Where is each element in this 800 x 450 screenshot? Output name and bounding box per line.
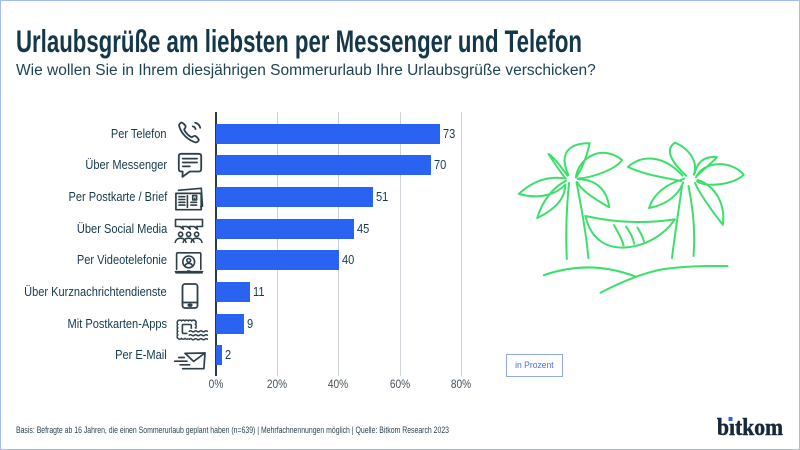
svg-text:bıtkom: bıtkom [717, 415, 783, 439]
